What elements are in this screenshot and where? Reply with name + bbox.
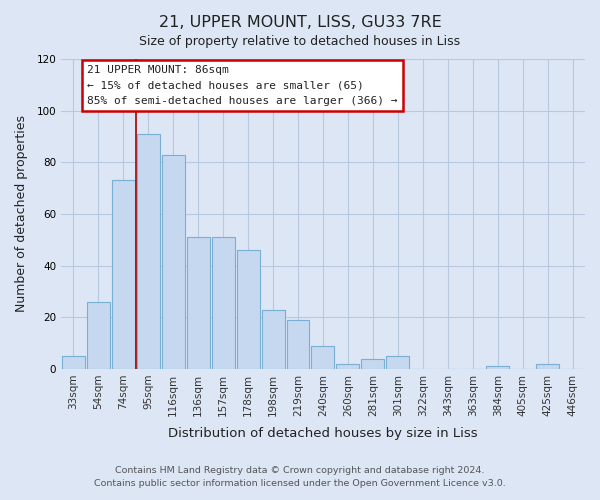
Bar: [187, 237, 209, 369]
Bar: [311, 346, 334, 369]
Bar: [162, 154, 185, 369]
Bar: [236, 250, 260, 369]
X-axis label: Distribution of detached houses by size in Liss: Distribution of detached houses by size …: [168, 427, 478, 440]
Bar: [212, 237, 235, 369]
Text: Contains HM Land Registry data © Crown copyright and database right 2024.
Contai: Contains HM Land Registry data © Crown c…: [94, 466, 506, 487]
Text: 21, UPPER MOUNT, LISS, GU33 7RE: 21, UPPER MOUNT, LISS, GU33 7RE: [158, 15, 442, 30]
Bar: [337, 364, 359, 369]
Bar: [87, 302, 110, 369]
Bar: [62, 356, 85, 369]
Bar: [137, 134, 160, 369]
Text: Size of property relative to detached houses in Liss: Size of property relative to detached ho…: [139, 35, 461, 48]
Text: 21 UPPER MOUNT: 86sqm
← 15% of detached houses are smaller (65)
85% of semi-deta: 21 UPPER MOUNT: 86sqm ← 15% of detached …: [87, 65, 398, 106]
Bar: [287, 320, 310, 369]
Bar: [112, 180, 135, 369]
Bar: [486, 366, 509, 369]
Bar: [262, 310, 284, 369]
Bar: [386, 356, 409, 369]
Bar: [361, 358, 385, 369]
Y-axis label: Number of detached properties: Number of detached properties: [15, 116, 28, 312]
Bar: [536, 364, 559, 369]
